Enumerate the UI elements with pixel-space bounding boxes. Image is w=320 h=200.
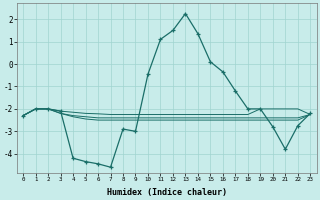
- X-axis label: Humidex (Indice chaleur): Humidex (Indice chaleur): [107, 188, 227, 197]
